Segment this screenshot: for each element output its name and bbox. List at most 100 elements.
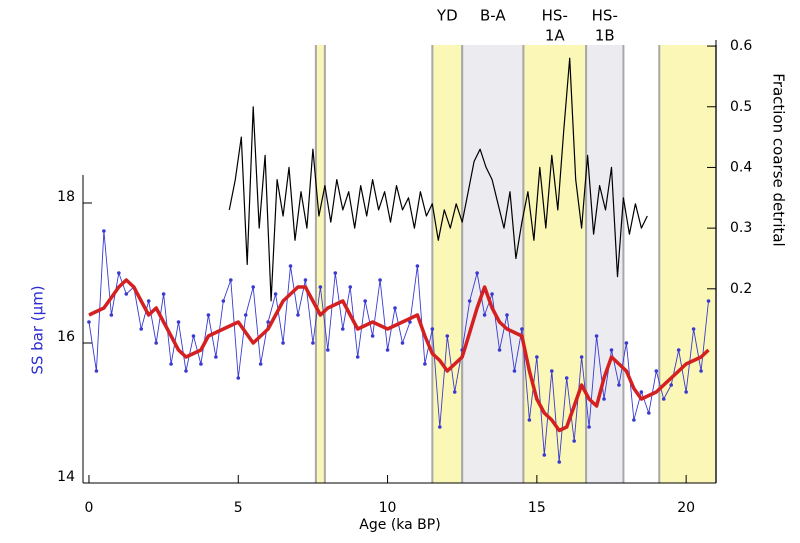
data-point (184, 369, 188, 373)
y2-tick-label: 0.4 (730, 159, 752, 175)
data-point (340, 327, 345, 331)
data-point (482, 313, 487, 317)
data-point (161, 292, 166, 296)
y2-tick-label: 0.5 (730, 99, 752, 115)
band (586, 45, 624, 483)
data-point (535, 355, 539, 359)
data-point (684, 390, 688, 394)
data-point (699, 369, 703, 373)
data-point (572, 439, 576, 443)
series-line (228, 57, 648, 302)
data-point (258, 362, 263, 366)
band-label: B-A (480, 7, 506, 25)
data-point (408, 320, 412, 324)
data-point (527, 418, 532, 422)
data-point (438, 425, 442, 429)
x-axis-label: Age (ka BP) (359, 517, 440, 533)
data-point (617, 383, 621, 387)
data-point (87, 320, 91, 324)
data-point (557, 460, 562, 464)
data-point (505, 313, 509, 317)
data-point (169, 362, 173, 366)
data-point (288, 264, 293, 268)
data-point (512, 369, 517, 373)
data-point (102, 229, 106, 233)
data-point (124, 292, 129, 296)
x-tick-label: 10 (379, 500, 397, 516)
series (87, 57, 711, 464)
data-point (452, 390, 457, 394)
x-tick-label: 15 (528, 500, 546, 516)
series-line (88, 278, 710, 433)
data-point (139, 327, 144, 331)
data-point (206, 313, 211, 317)
data-point (430, 327, 435, 331)
data-point (423, 362, 427, 366)
y-tick-label: 14 (57, 469, 75, 485)
data-point (706, 299, 711, 303)
data-point (467, 299, 472, 303)
data-point (266, 320, 270, 324)
data-point (296, 313, 300, 317)
data-point (393, 306, 397, 310)
x-tick-label: 20 (677, 500, 695, 516)
band (432, 45, 463, 483)
data-point (199, 362, 203, 366)
data-point (445, 334, 450, 338)
data-point (415, 264, 420, 268)
band-label: HS- (542, 7, 568, 25)
bands: YD B-A HS- 1A HS- 1B (314, 7, 717, 483)
data-point (191, 334, 196, 338)
data-point (117, 271, 121, 275)
band-label: YD (436, 7, 458, 25)
data-point (303, 278, 308, 282)
data-point (281, 341, 285, 345)
data-point (221, 299, 226, 303)
y-axis-label: SS bar (μm) (29, 285, 47, 374)
data-point (676, 348, 681, 352)
y-tick-label: 16 (57, 329, 75, 345)
data-point (355, 355, 360, 359)
band (462, 45, 524, 483)
data-point (378, 278, 382, 282)
data-point (632, 418, 636, 422)
axes: 0 5 10 15 20 14 16 18 0.2 0.3 0.4 0.5 0.6 (57, 38, 752, 516)
data-point (236, 376, 241, 380)
data-point (549, 369, 554, 373)
data-point (654, 369, 659, 373)
data-point (176, 320, 181, 324)
y2-tick-label: 0.6 (730, 38, 752, 54)
data-point (579, 355, 584, 359)
data-point (228, 278, 233, 282)
data-point (109, 313, 114, 317)
y-tick-label: 18 (57, 189, 75, 205)
data-point (385, 348, 390, 352)
data-point (318, 285, 323, 289)
data-point (363, 299, 367, 303)
data-point (691, 327, 696, 331)
data-point (609, 348, 614, 352)
data-point (273, 292, 278, 296)
data-point (475, 271, 479, 275)
data-point (542, 453, 547, 457)
data-point (490, 292, 494, 296)
data-point (333, 271, 338, 275)
data-point (594, 334, 599, 338)
band (659, 45, 716, 483)
band-label: 1A (545, 27, 566, 45)
data-point (94, 369, 99, 373)
data-point (587, 425, 591, 429)
data-point (326, 348, 330, 352)
data-point (243, 313, 248, 317)
data-point (564, 376, 569, 380)
data-point (639, 390, 644, 394)
data-point (400, 341, 405, 345)
data-point (146, 299, 151, 303)
data-point (214, 355, 218, 359)
data-point (251, 285, 255, 289)
x-tick-label: 0 (85, 500, 94, 516)
data-point (311, 341, 315, 345)
data-point (624, 341, 629, 345)
data-point (370, 334, 375, 338)
y2-axis-label: Fraction coarse detrital (770, 73, 788, 246)
